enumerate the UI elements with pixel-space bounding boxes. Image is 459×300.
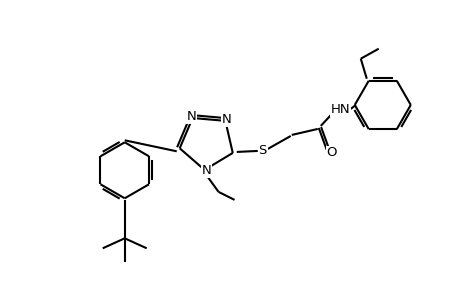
Text: HN: HN (330, 103, 350, 116)
Text: O: O (326, 146, 336, 159)
Text: N: N (186, 110, 196, 124)
Text: S: S (258, 144, 266, 158)
Text: N: N (221, 113, 231, 126)
Text: N: N (201, 164, 211, 177)
